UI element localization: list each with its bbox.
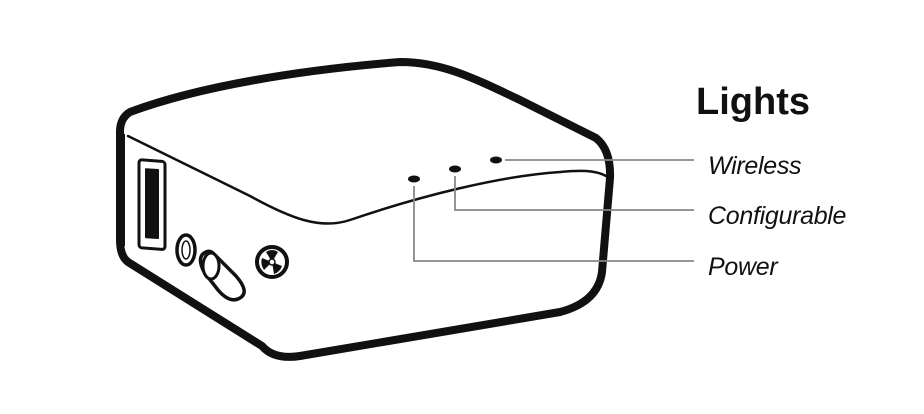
power-jack bbox=[255, 245, 289, 279]
led-wireless bbox=[490, 156, 502, 164]
led-configurable bbox=[449, 165, 461, 173]
leader-line-configurable bbox=[454, 176, 694, 211]
usb-port-inner bbox=[145, 168, 159, 240]
slide-switch-knob bbox=[201, 251, 221, 281]
reset-button bbox=[175, 233, 197, 267]
lights-heading: Lights bbox=[696, 81, 810, 123]
reset-button-inner bbox=[181, 240, 191, 260]
label-wireless: Wireless bbox=[708, 152, 802, 180]
device-top-edge bbox=[126, 134, 608, 225]
label-configurable: Configurable bbox=[708, 202, 847, 230]
leader-line-power bbox=[413, 186, 694, 262]
label-power: Power bbox=[708, 253, 778, 281]
led-power bbox=[408, 175, 420, 183]
